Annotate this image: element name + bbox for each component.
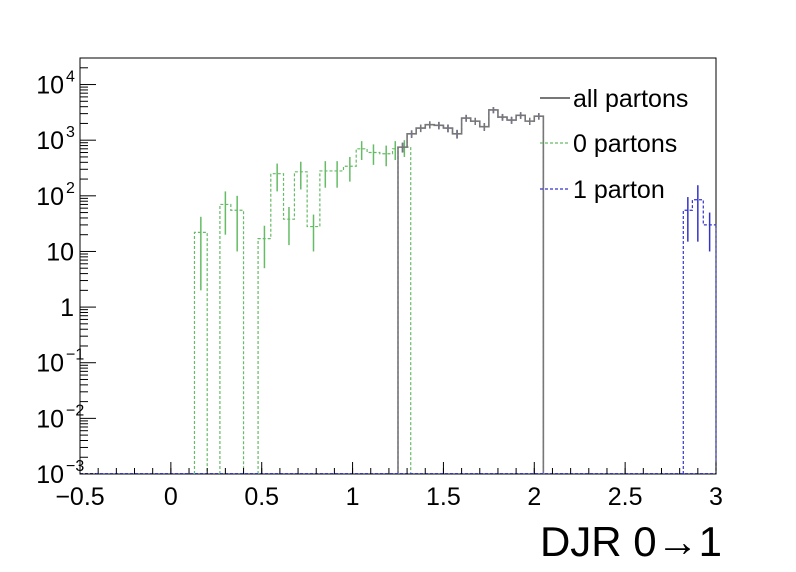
y-tick-exponent: −3: [66, 458, 84, 475]
y-tick-exponent: −1: [66, 347, 84, 364]
histogram-series-0-partons: [193, 146, 412, 474]
histogram-series-all-partons: [397, 109, 545, 474]
y-tick-label: 10: [36, 72, 64, 100]
y-tick-exponent: 3: [66, 124, 75, 141]
x-axis-title: DJR 0→1: [540, 518, 722, 565]
x-tick-label: 1.5: [426, 483, 461, 511]
x-tick-label: 0.5: [244, 483, 279, 511]
y-tick-label: 10: [46, 238, 74, 266]
x-tick-label: −0.5: [55, 483, 104, 511]
y-tick-label: 10: [36, 183, 64, 211]
y-tick-exponent: 2: [66, 180, 75, 197]
y-tick-exponent: −2: [66, 402, 84, 419]
legend: all partons 0 partons 1 parton: [540, 85, 688, 204]
histogram-series-1-parton: [397, 109, 717, 474]
x-tick-label: 0: [164, 483, 178, 511]
x-tick-label: 2.5: [608, 483, 643, 511]
y-tick-label: 1: [60, 294, 74, 322]
x-tick-label: 2: [527, 483, 541, 511]
y-tick-label: 10: [36, 405, 64, 433]
x-tick-label: 3: [709, 483, 723, 511]
x-tick-label: 1: [346, 483, 360, 511]
legend-entry: 1 parton: [573, 176, 665, 204]
y-tick-label: 10: [36, 461, 64, 489]
y-tick-exponent: 4: [66, 69, 75, 86]
y-tick-label: 10: [36, 127, 64, 155]
histogram-layer: [80, 106, 717, 474]
legend-entry: all partons: [573, 85, 688, 113]
legend-entry: 0 partons: [573, 130, 677, 158]
y-tick-label: 10: [36, 350, 64, 378]
